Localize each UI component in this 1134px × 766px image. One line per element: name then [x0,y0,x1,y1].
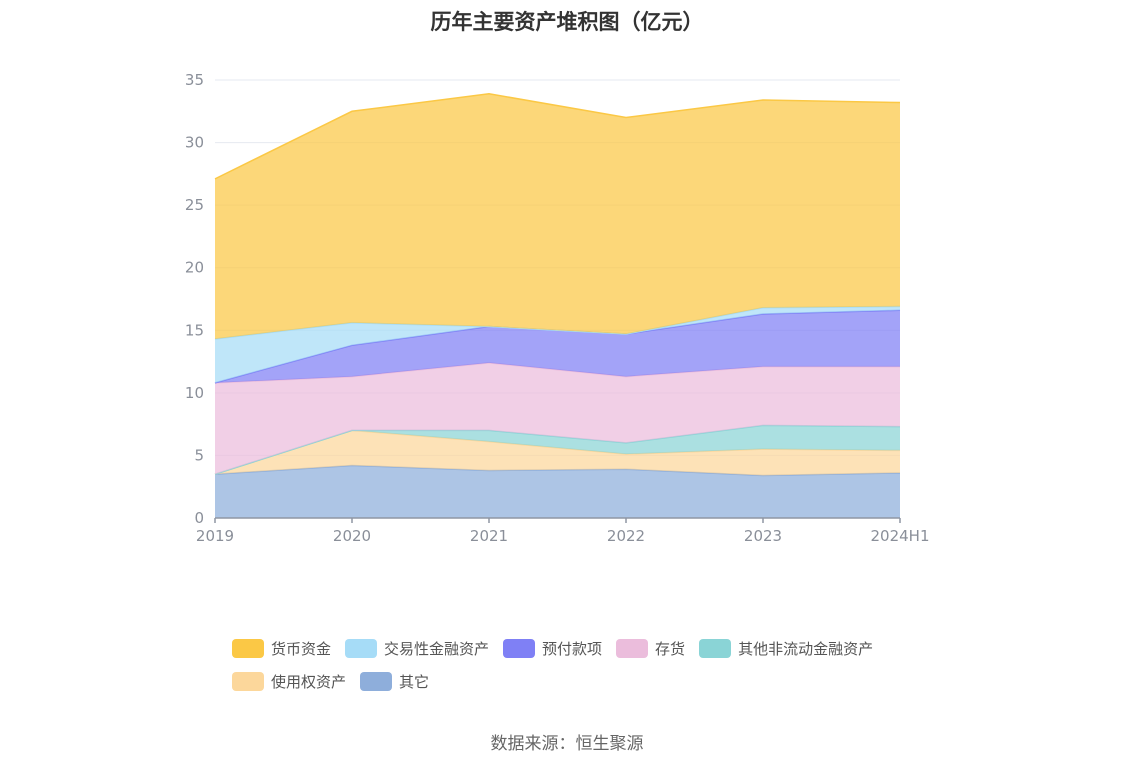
chart-title: 历年主要资产堆积图（亿元） [430,10,704,34]
legend: 货币资金 交易性金融资产 预付款项 存货 其他非流动金融资产使用权资产 其它 [232,632,922,698]
area-series-6 [215,93,900,340]
series-areas [214,93,901,518]
y-tick-label-1: 5 [194,446,204,464]
legend-label: 其它 [399,673,430,691]
area-series-2 [215,425,900,475]
axes [214,517,901,523]
y-tick-label-5: 25 [185,196,204,214]
x-tick-label-5: 2024H1 [871,527,930,545]
x-tick-label-3: 2022 [607,527,645,545]
legend-label: 货币资金 [271,640,332,658]
y-tick-label-7: 35 [185,71,204,89]
y-tick-label-2: 10 [185,384,204,402]
data-source: 数据来源：恒生聚源 [490,734,644,754]
area-series-1 [215,430,900,476]
legend-label: 其他非流动金融资产 [738,640,874,658]
area-edge-series-6 [214,93,901,180]
area-series-4 [215,310,900,383]
y-tick-label-3: 15 [185,321,204,339]
legend-item[interactable]: 其他非流动金融资产 [699,638,873,659]
area-series-3 [215,362,900,475]
y-tick-label-6: 30 [185,134,204,152]
legend-label: 存货 [655,640,686,658]
legend-swatch [345,639,378,658]
legend-item[interactable]: 交易性金融资产 [345,638,489,659]
legend-swatch [232,672,264,691]
legend-swatch [616,639,649,658]
legend-item[interactable]: 存货 [616,638,685,659]
legend-label: 交易性金融资产 [384,640,490,658]
legend-swatch [503,639,536,658]
stacked-area-chart: 0 5 10 15 20 25 30 35 2019 2020 2021 2022 2023 2024H… [185,71,930,545]
legend-item[interactable]: 预付款项 [503,638,602,659]
legend-swatch [360,672,393,691]
area-series-0 [215,465,900,518]
legend-label: 预付款项 [542,640,603,658]
x-tick-label-2: 2021 [470,527,508,545]
y-tick-labels: 0 5 10 15 20 25 30 35 [185,71,204,527]
x-tick-label-0: 2019 [196,527,234,545]
legend-row-1: 使用权资产 其它 [232,665,922,698]
legend-row-0: 货币资金 交易性金融资产 预付款项 存货 其他非流动金融资产 [232,632,922,665]
legend-item[interactable]: 货币资金 [232,638,331,659]
x-tick-labels: 2019 2020 2021 2022 2023 2024H1 [196,527,930,545]
legend-item[interactable]: 使用权资产 [232,671,346,692]
legend-item[interactable]: 其它 [360,671,429,692]
x-tick-label-4: 2023 [744,527,782,545]
x-tick-label-1: 2020 [333,527,371,545]
legend-swatch [699,639,732,658]
legend-swatch [232,639,264,658]
area-series-5 [215,306,900,383]
y-tick-label-0: 0 [194,509,204,527]
y-tick-label-4: 20 [185,259,204,277]
legend-label: 使用权资产 [271,673,347,691]
